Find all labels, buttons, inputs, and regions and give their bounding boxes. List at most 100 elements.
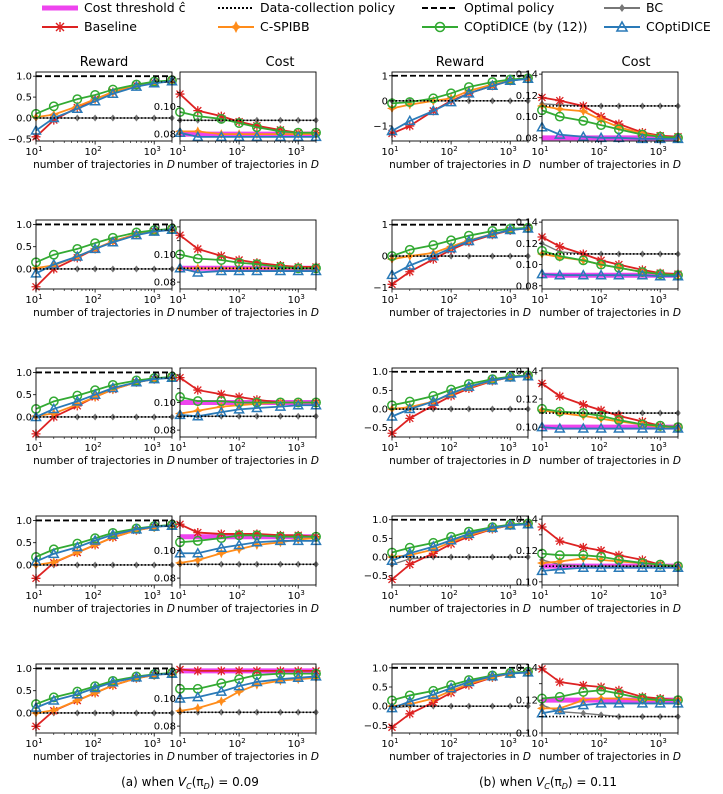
plot-area: [392, 368, 528, 437]
coptiv-point-4: [596, 551, 607, 562]
cspibb-point-2: [404, 402, 415, 413]
bc-point-4: [598, 102, 604, 110]
x-tick-label: 103: [288, 145, 305, 158]
x-tick-label: 103: [144, 145, 161, 158]
cspibb-point-3: [72, 101, 83, 112]
copti-point-4: [233, 265, 245, 276]
coptiv-point-5: [251, 397, 262, 408]
legend-label-baseline: Baseline: [84, 19, 137, 34]
cspibb-point-2: [48, 408, 59, 419]
coptiv-point-5: [463, 379, 474, 389]
legend-marker-bc: [619, 4, 625, 12]
plot-frame: [541, 219, 679, 290]
cspibb-point-5: [613, 556, 624, 567]
copti-point-2: [192, 547, 204, 558]
x-tick-label: 103: [144, 441, 161, 454]
bc-point-3: [74, 413, 81, 421]
copti-point-2: [48, 258, 60, 269]
copti-point-3: [577, 561, 590, 572]
copti-point-7: [148, 668, 160, 679]
y-tick-label: 0.0: [16, 264, 32, 275]
baseline-point-5: [614, 685, 624, 695]
legend-label-cspibb: C-SPIBB: [260, 19, 310, 34]
bc-point-6: [489, 97, 496, 105]
cspibb-point-5: [613, 416, 624, 427]
copti-point-5: [107, 382, 119, 393]
x-tick-label: 101: [531, 145, 548, 158]
cspibb-point-5: [613, 122, 624, 133]
x-axis-label: number of trajectories in D: [389, 751, 531, 763]
cspibb-point-2: [48, 705, 59, 716]
y-tick-label: 1.0: [372, 367, 388, 378]
coptiv-point-6: [275, 126, 286, 137]
caption-a: (a) when VC(πD) = 0.09: [121, 775, 259, 791]
coptiv-point-2: [192, 535, 203, 546]
cspibb-point-7: [293, 674, 304, 685]
bc-point-5: [254, 708, 260, 716]
bc-point-6: [133, 114, 140, 122]
copti-point-7: [292, 265, 304, 276]
legend-label-opt: Optimal policy: [464, 0, 555, 15]
legend-entry-bc: BC: [604, 0, 663, 15]
y-tick-label: 0.12: [516, 394, 538, 405]
plot-frame: [35, 71, 173, 142]
bc-point-4: [92, 561, 98, 569]
x-tick-label: 102: [229, 589, 246, 602]
bc-point-3: [218, 560, 225, 568]
bc-point-4: [236, 560, 242, 568]
coptiv-point-5: [463, 526, 474, 537]
legend-label-bc: BC: [646, 0, 663, 15]
copti-point-3: [71, 395, 84, 406]
x-tick-label: 102: [229, 737, 246, 750]
cspibb-point-3: [578, 410, 589, 421]
plot-frame: [391, 663, 529, 734]
plot-area: [180, 664, 316, 733]
coptiv-point-5: [251, 259, 262, 270]
legend-entry-opt: Optimal policy: [422, 0, 555, 15]
legend-marker-cspibb: [230, 21, 242, 33]
copti-point-3: [215, 130, 228, 142]
x-tick-label: 103: [144, 293, 161, 306]
copti-point-3: [427, 688, 440, 699]
x-tick-label: 103: [500, 145, 517, 158]
bc-point-7: [151, 265, 158, 273]
coptiv-point-2: [404, 690, 415, 701]
bc-point-5: [616, 250, 622, 258]
coptiv-point-3: [578, 550, 589, 561]
coptiv-point-2: [554, 691, 565, 702]
baseline-point-4: [596, 546, 606, 555]
coptiv-point-6: [131, 227, 142, 238]
copti-point-4: [595, 561, 607, 572]
legend-marker-copti: [615, 20, 629, 32]
y-tick-label: 0.12: [516, 91, 538, 102]
y-tick-label: 0.14: [516, 663, 538, 674]
copti-point-2: [404, 114, 416, 126]
copti-point-6: [486, 79, 499, 91]
baseline-point-3: [578, 101, 588, 111]
x-tick-label: 103: [650, 589, 667, 602]
x-axis-label: number of trajectories in D: [539, 751, 681, 763]
y-tick-label: −1: [373, 121, 388, 132]
y-tick-label: 0.08: [516, 281, 538, 292]
coptiv-point-4: [446, 680, 457, 691]
copti-point-4: [89, 534, 101, 545]
cspibb-point-4: [234, 686, 245, 697]
bc-point-5: [110, 265, 116, 273]
y-tick-label: 0.08: [154, 130, 176, 141]
y-tick-label: 0.14: [516, 70, 538, 81]
copti-point-6: [486, 521, 499, 533]
x-tick-label: 101: [381, 441, 398, 454]
bc-point-7: [507, 702, 514, 710]
copti-point-7: [148, 520, 160, 531]
copti-point-7: [654, 561, 666, 572]
cspibb-point-6: [275, 675, 286, 686]
x-axis-label: number of trajectories in D: [539, 307, 681, 319]
baseline-point-4: [234, 529, 244, 539]
cspibb-point-4: [596, 114, 607, 125]
x-tick-label: 102: [441, 589, 458, 602]
copti-point-7: [504, 224, 516, 235]
x-tick-label: 103: [650, 441, 667, 454]
